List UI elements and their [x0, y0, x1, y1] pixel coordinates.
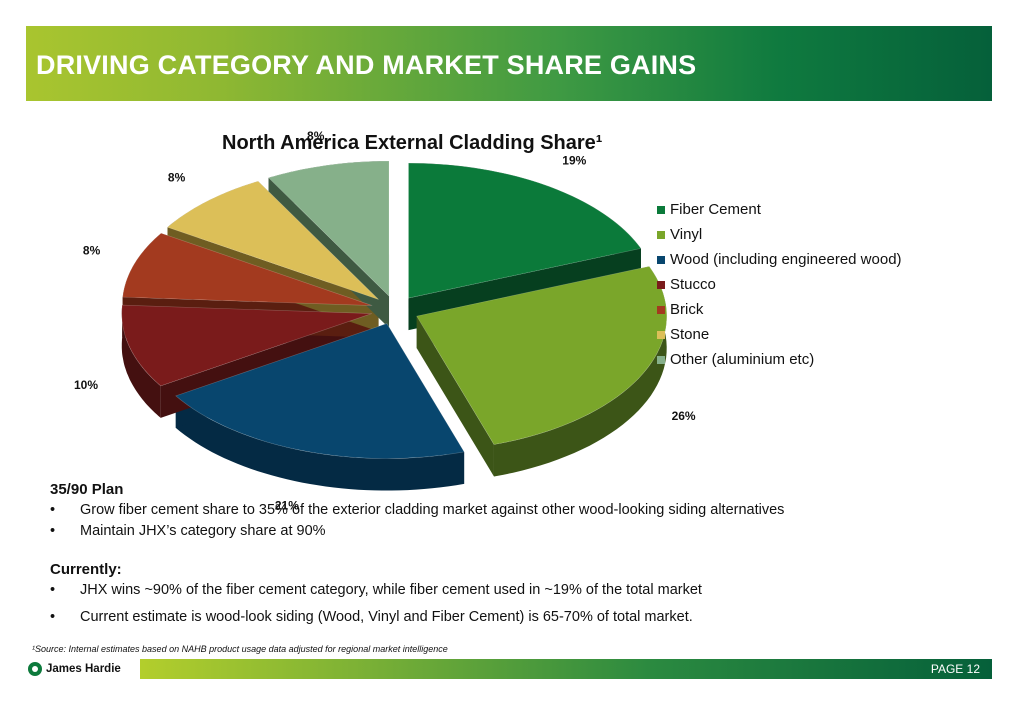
logo-icon	[28, 662, 42, 676]
pie-slice-fiber-cement	[408, 162, 642, 299]
currently-bullet-text: Current estimate is wood-look siding (Wo…	[80, 609, 693, 625]
pie-slice-stone	[166, 180, 379, 300]
legend-swatch	[657, 230, 665, 239]
slice-value-label: 8%	[307, 129, 325, 143]
bullet-marker: •	[50, 609, 56, 625]
legend-item: Stone	[657, 322, 902, 347]
plan-bullet: • Maintain JHX’s category share at 90%	[50, 521, 950, 542]
plan-text: 35/90 Plan • Grow fiber cement share to …	[50, 480, 950, 628]
legend-label: Fiber Cement	[670, 201, 761, 218]
legend-item: Stucco	[657, 272, 902, 297]
source-footnote: ¹Source: Internal estimates based on NAH…	[32, 644, 448, 654]
legend-swatch	[657, 280, 665, 289]
plan-bullet-text: Grow fiber cement share to 35% of the ex…	[80, 502, 785, 518]
footer-bar: PAGE 12	[140, 659, 992, 679]
header-banner: DRIVING CATEGORY AND MARKET SHARE GAINS	[26, 26, 992, 101]
legend-swatch	[657, 355, 665, 364]
bullet-marker: •	[50, 582, 56, 598]
legend-swatch	[657, 205, 665, 214]
bullet-marker: •	[50, 523, 56, 539]
legend-item: Vinyl	[657, 222, 902, 247]
legend-swatch	[657, 330, 665, 339]
slice-value-label: 19%	[562, 153, 586, 167]
currently-bullet: • Current estimate is wood-look siding (…	[50, 607, 950, 628]
legend-item: Wood (including engineered wood)	[657, 247, 902, 272]
page-title: DRIVING CATEGORY AND MARKET SHARE GAINS	[36, 50, 697, 80]
legend-item: Other (aluminium etc)	[657, 347, 902, 372]
legend-label: Brick	[670, 301, 704, 318]
legend-label: Wood (including engineered wood)	[670, 251, 902, 268]
pie-slice-stucco	[121, 304, 372, 387]
bullet-marker: •	[50, 502, 56, 518]
legend-swatch	[657, 305, 665, 314]
currently-bullet: • JHX wins ~90% of the fiber cement cate…	[50, 580, 950, 601]
pie-slice-other-aluminium-etc	[268, 160, 390, 297]
pie-slice-vinyl	[416, 266, 668, 445]
chart-legend: Fiber Cement Vinyl Wood (including enginee…	[657, 197, 902, 372]
legend-label: Vinyl	[670, 226, 703, 243]
legend-item: Fiber Cement	[657, 197, 902, 222]
plan-bullet-text: Maintain JHX’s category share at 90%	[80, 523, 326, 539]
slice-value-label: 26%	[672, 409, 696, 423]
brand-logo: James Hardie	[28, 659, 121, 679]
pie-labels: 19% 26% 21% 10% 8% 8% 8%	[74, 129, 696, 513]
plan-bullet: • Grow fiber cement share to 35% of the …	[50, 500, 950, 521]
legend-item: Brick	[657, 297, 902, 322]
plan-title: 35/90 Plan	[50, 481, 124, 498]
slice-value-label: 10%	[74, 378, 98, 392]
legend-label: Stone	[670, 326, 710, 343]
page-number: PAGE 12	[930, 662, 980, 676]
pie-slice-wall	[416, 316, 494, 477]
pie-slice-rim	[175, 395, 465, 491]
slice-value-label: 21%	[275, 498, 299, 512]
currently-title: Currently:	[50, 561, 122, 578]
brand-name: James Hardie	[46, 663, 121, 675]
legend-label: Stucco	[670, 276, 716, 293]
pie-slice-rim	[121, 305, 161, 418]
pie-slice-brick	[122, 232, 373, 306]
legend-swatch	[657, 255, 665, 264]
slice-value-label: 8%	[83, 243, 101, 257]
slice-value-label: 8%	[168, 170, 186, 184]
currently-bullet-text: JHX wins ~90% of the fiber cement catego…	[80, 582, 702, 598]
pie-slices	[121, 160, 668, 459]
chart-title: North America External Cladding Share¹	[222, 132, 603, 154]
legend-label: Other (aluminium etc)	[670, 351, 815, 368]
pie-slice-wood-including-engineered-wood	[175, 323, 465, 459]
